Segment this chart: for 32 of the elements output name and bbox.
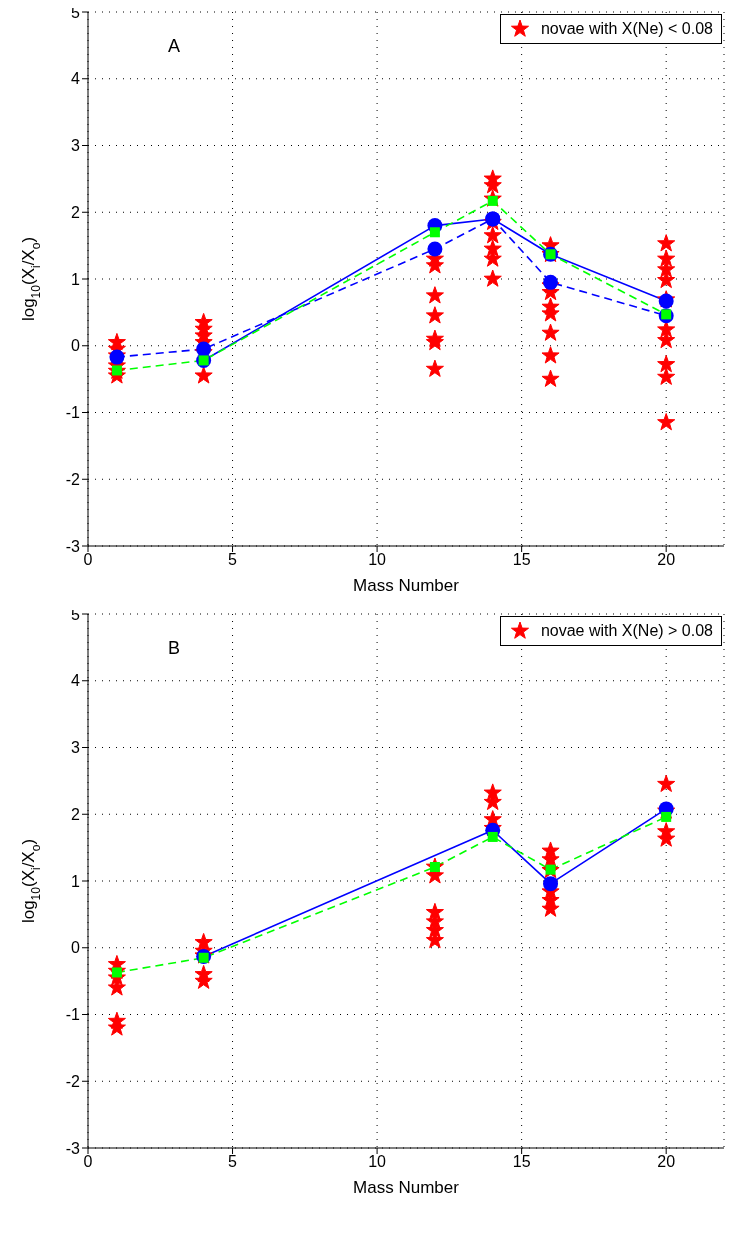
y-tick-label: 4: [71, 70, 81, 88]
x-tick-label: 10: [368, 1153, 387, 1171]
y-tick-label: 1: [71, 270, 81, 288]
y-tick-label: -2: [65, 1072, 81, 1090]
x-tick-label: 15: [512, 1153, 531, 1171]
x-tick-label: 10: [368, 551, 387, 569]
x-axis-title: Mass Number: [353, 576, 460, 595]
y-tick-label: -3: [65, 1139, 81, 1157]
legend-label: novae with X(Ne) > 0.08: [540, 622, 713, 640]
y-tick-label: 3: [71, 137, 81, 155]
y-tick-label: 4: [71, 672, 81, 690]
x-tick-label: 15: [512, 551, 531, 569]
y-tick-label: -3: [65, 537, 81, 555]
x-axis-title: Mass Number: [353, 1178, 460, 1197]
y-tick-label: 3: [71, 739, 81, 757]
x-tick-label: 0: [83, 551, 93, 569]
annotation: B: [168, 638, 181, 659]
x-tick-label: 20: [657, 551, 676, 569]
y-tick-label: 0: [71, 337, 81, 355]
y-tick-label: 1: [71, 872, 81, 890]
legend-label: novae with X(Ne) < 0.08: [540, 20, 713, 38]
annotation: A: [168, 36, 181, 57]
y-tick-label: -1: [65, 1006, 81, 1024]
y-tick-label: -2: [65, 470, 81, 488]
y-tick-label: -1: [65, 404, 81, 422]
x-tick-label: 5: [228, 551, 238, 569]
x-tick-label: 0: [83, 1153, 93, 1171]
x-tick-label: 20: [657, 1153, 676, 1171]
y-tick-label: 0: [71, 939, 81, 957]
x-tick-label: 5: [228, 1153, 238, 1171]
y-tick-label: 2: [71, 805, 81, 823]
y-tick-label: 2: [71, 203, 81, 221]
